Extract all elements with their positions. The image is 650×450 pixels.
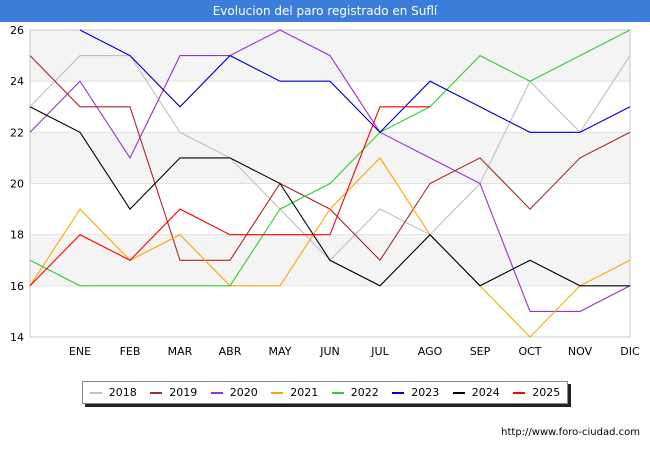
legend-label: 2022 xyxy=(350,386,379,399)
x-tick-label: JUN xyxy=(319,345,340,358)
legend-label: 2019 xyxy=(169,386,198,399)
grid-band xyxy=(30,132,630,184)
chart-title: Evolucion del paro registrado en Suflí xyxy=(0,0,650,22)
legend-swatch xyxy=(89,391,102,394)
legend-item-2018: 2018 xyxy=(89,386,137,399)
legend-swatch xyxy=(331,391,344,394)
legend-item-2023: 2023 xyxy=(392,386,439,399)
y-tick-label: 26 xyxy=(10,24,24,37)
series-line-2020 xyxy=(29,29,631,312)
legend-label: 2021 xyxy=(290,386,319,399)
y-tick-label: 18 xyxy=(10,229,24,242)
legend-swatch xyxy=(150,391,163,394)
source-url[interactable]: http://www.foro-ciudad.com xyxy=(501,427,640,438)
x-tick-label: SEP xyxy=(470,345,491,358)
y-tick-label: 24 xyxy=(10,75,24,88)
legend-item-2021: 2021 xyxy=(271,386,318,399)
x-tick-label: MAY xyxy=(269,345,292,358)
series-line-2024 xyxy=(29,106,630,287)
y-tick-label: 16 xyxy=(10,280,24,293)
legend-swatch xyxy=(210,391,223,394)
legend: 2018 2019 2020 2021 2022 2023 2024 2025 xyxy=(82,381,568,404)
y-tick-label: 22 xyxy=(10,126,24,139)
legend-label: 2023 xyxy=(411,386,440,399)
x-tick-label: DIC xyxy=(620,345,640,358)
x-tick-label: ENE xyxy=(69,345,91,358)
x-tick-label: ABR xyxy=(219,345,242,358)
x-tick-label: FEB xyxy=(120,345,141,358)
legend-swatch xyxy=(392,391,405,394)
series-line-2022 xyxy=(29,29,631,287)
legend-label: 2020 xyxy=(229,386,258,399)
legend-item-2020: 2020 xyxy=(210,386,258,399)
plot-frame xyxy=(29,29,631,338)
x-tick-label: AGO xyxy=(418,345,443,358)
series-line-2025 xyxy=(29,106,430,287)
y-tick-label: 20 xyxy=(10,178,24,191)
x-tick-label: MAR xyxy=(168,345,193,358)
legend-item-2019: 2019 xyxy=(150,386,197,399)
legend-item-2024: 2024 xyxy=(452,386,500,399)
legend-swatch xyxy=(452,391,465,394)
x-tick-label: OCT xyxy=(518,345,541,358)
x-tick-label: NOV xyxy=(568,345,593,358)
x-tick-label: JUL xyxy=(370,345,389,358)
legend-label: 2025 xyxy=(532,386,561,399)
legend-swatch xyxy=(271,391,284,394)
series-line-2023 xyxy=(79,29,631,134)
legend-label: 2024 xyxy=(471,386,500,399)
legend-label: 2018 xyxy=(108,386,137,399)
y-tick-label: 14 xyxy=(10,331,24,344)
legend-swatch xyxy=(513,391,526,394)
legend-item-2025: 2025 xyxy=(513,386,560,399)
legend-item-2022: 2022 xyxy=(331,386,379,399)
